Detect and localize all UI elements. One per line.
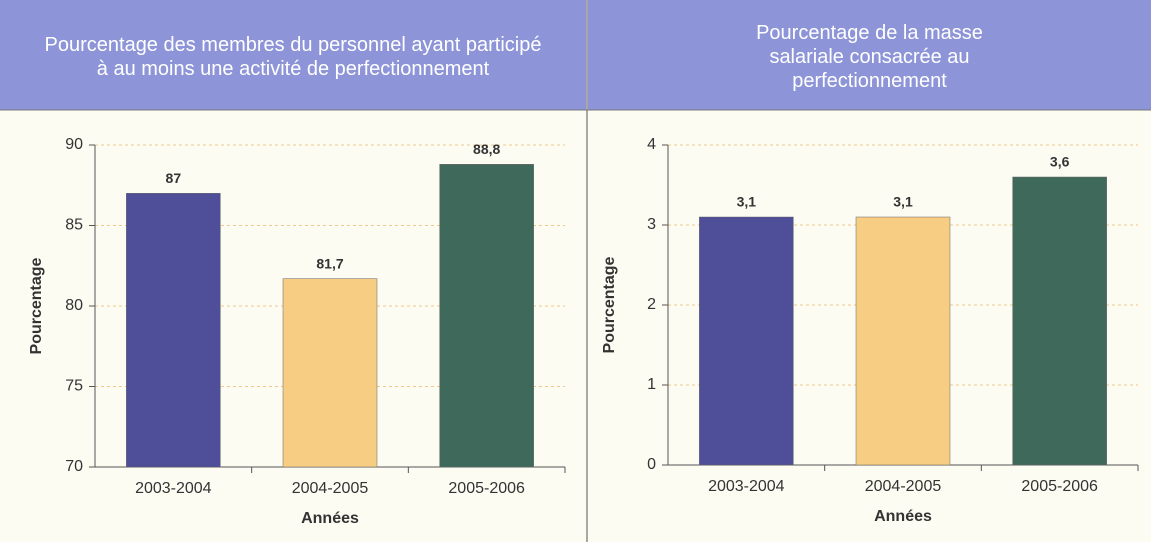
bar <box>699 216 794 466</box>
data-label: 88,8 <box>473 141 500 157</box>
x-tick-label: 2003-2004 <box>135 480 212 497</box>
bar <box>282 278 378 468</box>
y-tick-label: 3 <box>647 216 656 233</box>
y-axis-label: Pourcentage <box>28 257 45 354</box>
y-tick-label: 4 <box>647 136 656 153</box>
x-tick-label: 2004-2005 <box>865 478 942 495</box>
chart-title: Pourcentage de la masse salariale consac… <box>756 22 983 92</box>
data-label: 87 <box>166 170 182 186</box>
y-tick-label: 90 <box>65 136 83 153</box>
data-label: 81,7 <box>316 255 343 271</box>
x-axis-label: Années <box>874 508 932 525</box>
data-label: 3,1 <box>893 194 913 210</box>
y-tick-label: 80 <box>65 297 83 314</box>
x-tick-label: 2005-2006 <box>448 480 525 497</box>
data-label: 3,6 <box>1050 154 1070 170</box>
y-tick-label: 0 <box>647 456 656 473</box>
x-tick-label: 2005-2006 <box>1021 478 1098 495</box>
panel-header: Pourcentage des membres du personnel aya… <box>0 0 586 110</box>
y-tick-label: 2 <box>647 296 656 313</box>
y-tick-label: 1 <box>647 376 656 393</box>
bar <box>126 193 221 468</box>
y-tick-label: 75 <box>65 378 83 395</box>
data-label: 3,1 <box>737 194 757 210</box>
x-tick-label: 2003-2004 <box>708 478 785 495</box>
y-tick-label: 70 <box>65 458 83 475</box>
x-tick-label: 2004-2005 <box>292 480 369 497</box>
chart-title: Pourcentage des membres du personnel aya… <box>44 34 542 80</box>
x-axis-label: Années <box>301 510 359 527</box>
y-tick-label: 85 <box>65 217 83 234</box>
bar <box>855 216 951 466</box>
bar <box>1012 176 1107 466</box>
bar <box>439 164 534 468</box>
panel-header: Pourcentage de la masse salariale consac… <box>588 0 1151 110</box>
y-axis-label: Pourcentage <box>601 256 618 353</box>
